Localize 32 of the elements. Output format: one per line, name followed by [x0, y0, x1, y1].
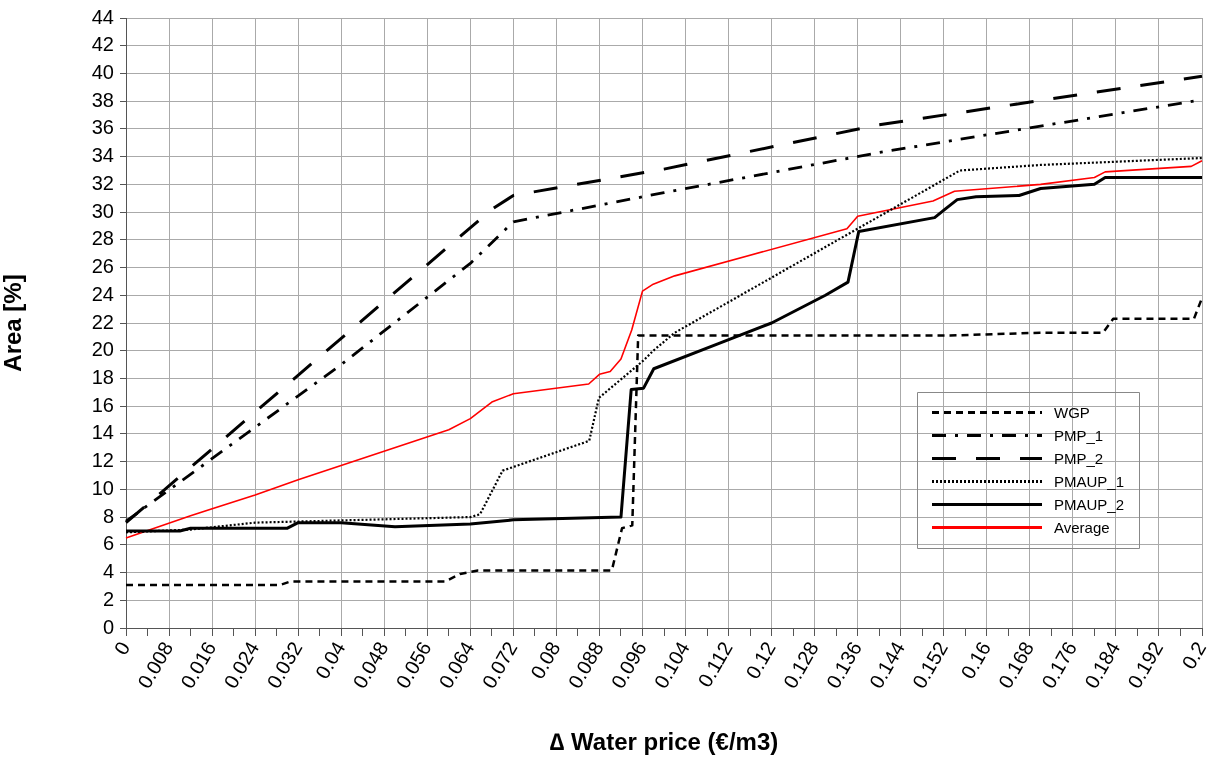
y-tick-label: 42: [91, 33, 114, 56]
x-axis-title: ∆ Water price (€/m3): [549, 728, 779, 756]
y-axis-title: Area [%]: [0, 274, 27, 372]
y-tick-label: 22: [91, 310, 114, 333]
legend-label: PMAUP_2: [1054, 496, 1125, 513]
y-tick-label: 26: [91, 255, 114, 278]
legend-label: PMAUP_1: [1054, 473, 1125, 490]
y-tick-label: 2: [102, 587, 114, 610]
y-tick-label: 20: [91, 338, 114, 361]
y-tick-label: 30: [91, 199, 114, 222]
y-tick-label: 8: [102, 504, 114, 527]
y-tick-label: 12: [91, 449, 114, 472]
legend-label: Average: [1054, 519, 1110, 536]
y-tick-label: 36: [91, 116, 114, 139]
y-tick-label: 6: [102, 532, 114, 555]
y-tick-label: 32: [91, 171, 114, 194]
y-tick-label: 24: [91, 282, 114, 305]
legend-label: WGP: [1054, 404, 1090, 421]
y-tick-label: 44: [91, 5, 114, 28]
legend-label: PMP_1: [1054, 427, 1104, 444]
y-tick-label: 10: [91, 476, 114, 499]
y-tick-label: 14: [91, 421, 114, 444]
y-tick-label: 38: [91, 88, 114, 111]
y-tick-label: 34: [91, 144, 114, 167]
legend-label: PMP_2: [1054, 450, 1104, 467]
y-tick-label: 16: [91, 393, 114, 416]
y-tick-label: 4: [102, 560, 114, 583]
y-tick-label: 40: [91, 60, 114, 83]
y-tick-label: 18: [91, 365, 114, 388]
y-tick-label: 0: [102, 615, 114, 638]
y-tick-label: 28: [91, 227, 114, 250]
x-tick-label: 0.2: [1177, 637, 1211, 673]
